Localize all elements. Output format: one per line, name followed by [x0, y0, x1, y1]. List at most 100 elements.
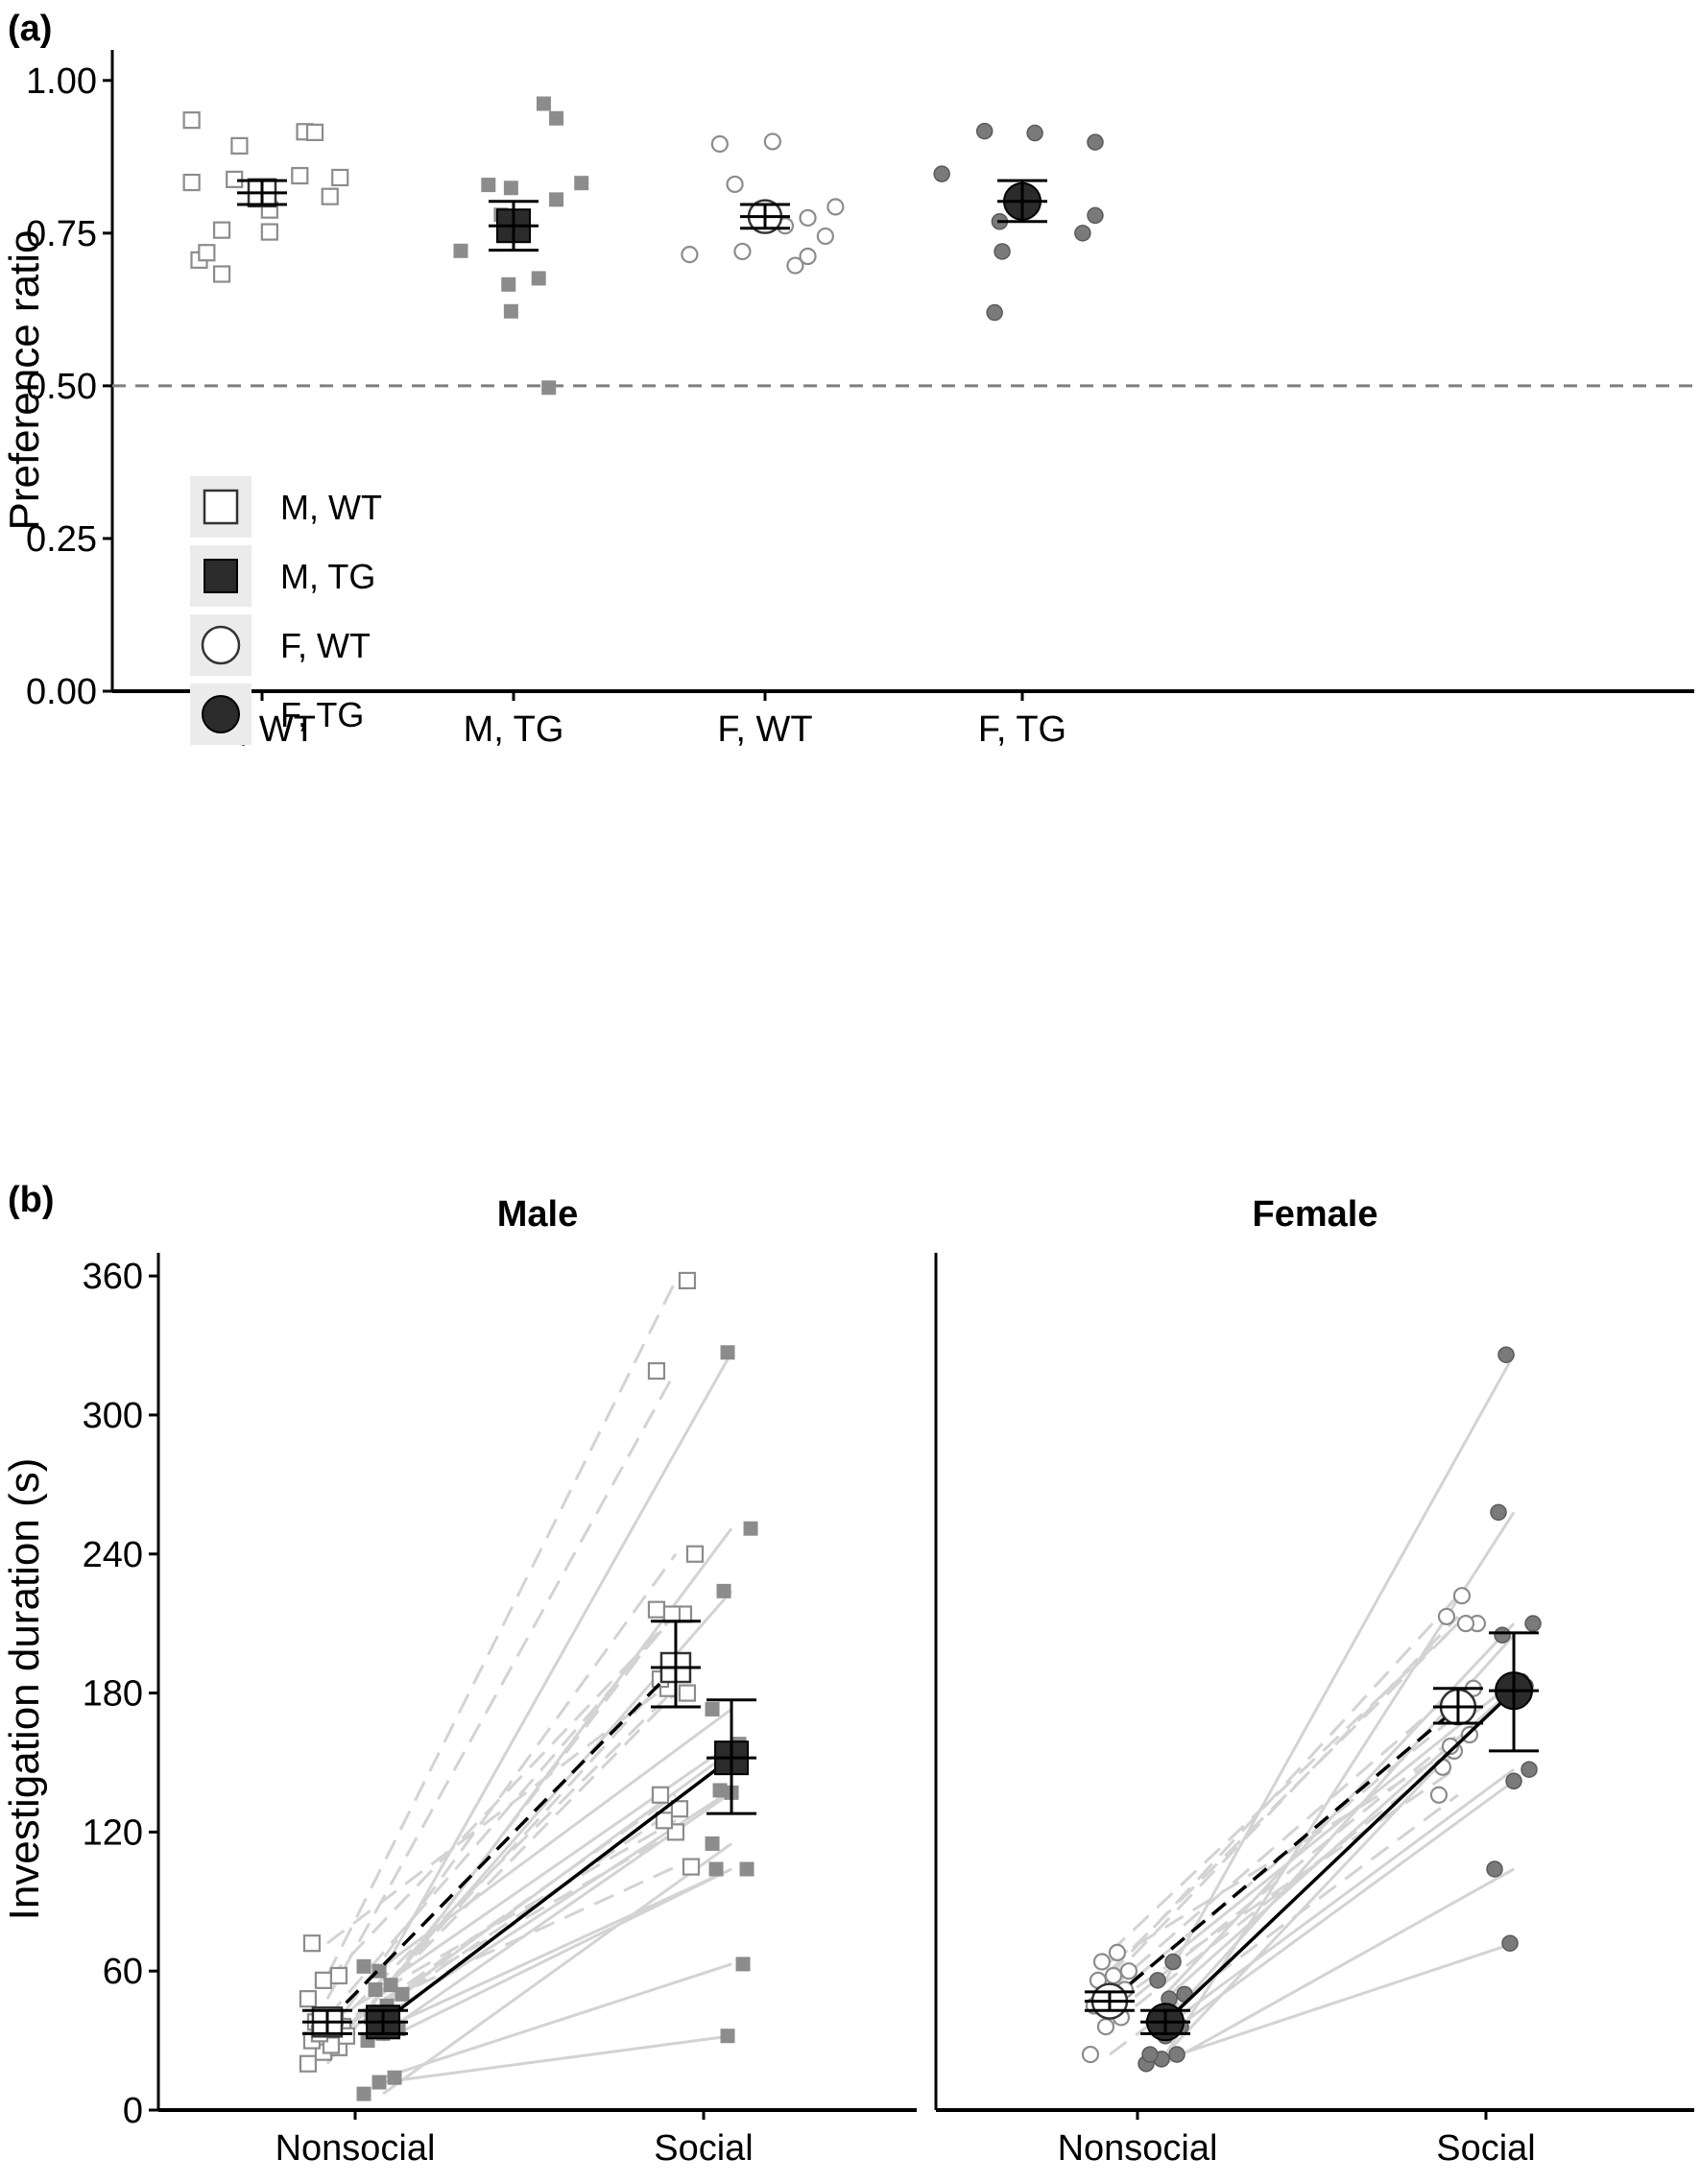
data-point — [541, 380, 557, 396]
data-point — [329, 1966, 348, 1985]
data-point — [986, 303, 1003, 322]
data-point — [1501, 1934, 1519, 1952]
individual-line-m-wt — [325, 1613, 678, 1981]
individual-line-f-wt — [1108, 1622, 1460, 1973]
data-point — [685, 1545, 705, 1563]
data-point — [826, 198, 845, 216]
data-point — [1087, 133, 1104, 151]
data-point — [994, 243, 1011, 260]
data-point — [536, 96, 551, 111]
individual-line-f-tg — [1163, 1354, 1516, 1981]
panel-b-y-tick-label: 0 — [123, 2091, 143, 2131]
data-point — [726, 175, 744, 194]
panel-a-y-axis-label: Preference ratio — [1, 229, 48, 530]
legend-key-f-wt — [201, 625, 241, 665]
panel-a-y-tick-label: 0.25 — [26, 519, 97, 560]
mean-summary-f-tg — [1140, 1631, 1540, 2042]
individual-line-m-wt — [325, 1370, 678, 2000]
data-point — [975, 122, 994, 140]
data-point — [743, 1521, 758, 1536]
individual-line-f-wt — [1108, 1615, 1460, 1981]
data-point — [1164, 1953, 1182, 1971]
data-point — [735, 1956, 751, 1972]
facet-female: Female Nonsocial Social — [934, 1194, 1694, 2169]
data-point — [1494, 1626, 1511, 1644]
mean-summary-m-wt — [301, 1620, 701, 2038]
panel-a-y-tick-label: 0.50 — [26, 367, 97, 407]
data-point — [549, 110, 564, 126]
data-point — [681, 246, 699, 264]
data-point — [1505, 1772, 1522, 1790]
data-point — [549, 192, 564, 207]
panel-a-y-tick-label: 0.00 — [26, 672, 97, 712]
individual-line-f-wt — [1109, 1765, 1459, 2007]
data-point — [321, 187, 339, 205]
data-point — [212, 221, 231, 239]
panel-a-y-tick-label: 0.75 — [26, 214, 97, 254]
individual-line-f-wt — [1108, 1622, 1459, 1954]
data-point — [371, 2075, 387, 2090]
facet-title-female: Female — [1253, 1194, 1378, 1235]
individual-line-f-tg — [1164, 1780, 1515, 2037]
data-point — [763, 132, 781, 151]
individual-line-m-wt — [325, 1667, 678, 2053]
data-point — [705, 1701, 720, 1716]
data-point — [1149, 1972, 1166, 1989]
individual-line-m-wt — [325, 1608, 678, 2065]
data-point — [816, 227, 834, 246]
panel-b-y-tick-label: 300 — [83, 1396, 143, 1436]
data-point — [383, 1978, 398, 1993]
data-point — [356, 1958, 371, 1974]
data-point — [1441, 1737, 1460, 1756]
panel-b-y-axis-label: Investigation duration (s) — [1, 1458, 48, 1921]
data-point — [678, 1684, 697, 1702]
mean-line — [381, 1756, 733, 2024]
data-point — [720, 2028, 735, 2044]
panel-b-x-tick-label: Nonsocial — [1058, 2128, 1218, 2169]
data-point — [1429, 1786, 1449, 1804]
group-m-tg — [453, 96, 589, 396]
mean-summary-m-tg — [358, 1698, 757, 2040]
data-point — [1104, 1966, 1123, 1985]
data-point — [647, 1600, 666, 1619]
data-point — [331, 168, 349, 187]
data-point — [314, 1971, 333, 1989]
group-f-tg — [933, 122, 1104, 322]
data-point — [786, 256, 804, 275]
data-point — [705, 1836, 720, 1851]
individual-line-f-tg — [1164, 1941, 1515, 2061]
panel-b-y-tick-label: 180 — [83, 1674, 143, 1715]
legend-label: F, WT — [280, 626, 371, 665]
data-point — [670, 1800, 689, 1818]
panel-a-x-tick-label: M, TG — [464, 709, 564, 750]
data-point — [1119, 1962, 1138, 1980]
panel-b-y-tick-label: 60 — [103, 1952, 143, 1992]
data-point — [368, 1981, 383, 1997]
data-point — [1026, 124, 1043, 142]
data-point — [678, 1271, 697, 1290]
legend-key-m-wt — [203, 489, 239, 525]
error-bar — [650, 1620, 701, 1709]
data-point — [933, 165, 950, 182]
data-point — [647, 1361, 666, 1380]
data-point — [1437, 1607, 1456, 1626]
data-point — [1456, 1615, 1475, 1633]
data-point — [1092, 1953, 1112, 1971]
individual-line-m-tg — [382, 1867, 732, 2030]
data-point — [305, 123, 324, 141]
individual-line-m-wt — [326, 1865, 677, 2028]
panel-b-label: (b) — [8, 1180, 55, 1220]
data-point — [651, 1786, 670, 1804]
data-point — [739, 1861, 754, 1877]
data-point — [655, 1812, 674, 1830]
panel-a-x-tick-label: F, TG — [978, 709, 1066, 750]
individual-line-f-tg — [1163, 1511, 1516, 2055]
individual-line-f-tg — [1164, 1867, 1515, 2066]
individual-line-m-tg — [381, 1352, 733, 1972]
panel-b-y-tick-label: 240 — [83, 1535, 143, 1575]
data-point — [1081, 2045, 1100, 2064]
data-point — [710, 134, 729, 154]
individual-line-m-tg — [382, 1742, 732, 1986]
panel-a-label: (a) — [8, 9, 52, 49]
